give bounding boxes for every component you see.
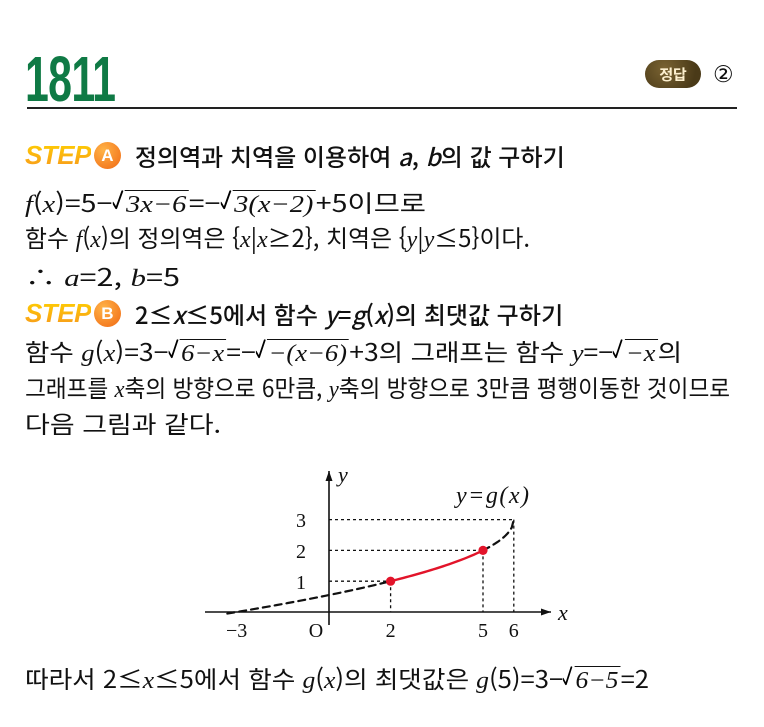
svg-text:5: 5 xyxy=(478,620,488,642)
svg-text:−3: −3 xyxy=(226,620,247,642)
svg-text:y: y xyxy=(336,462,348,487)
svg-text:2: 2 xyxy=(386,620,396,642)
svg-text:O: O xyxy=(309,620,323,642)
svg-text:y=g(x): y=g(x) xyxy=(454,483,530,509)
svg-text:x: x xyxy=(557,600,568,625)
svg-text:2: 2 xyxy=(296,541,306,563)
svg-text:1: 1 xyxy=(296,572,306,594)
svg-text:6: 6 xyxy=(509,620,519,642)
svg-text:3: 3 xyxy=(296,510,306,532)
